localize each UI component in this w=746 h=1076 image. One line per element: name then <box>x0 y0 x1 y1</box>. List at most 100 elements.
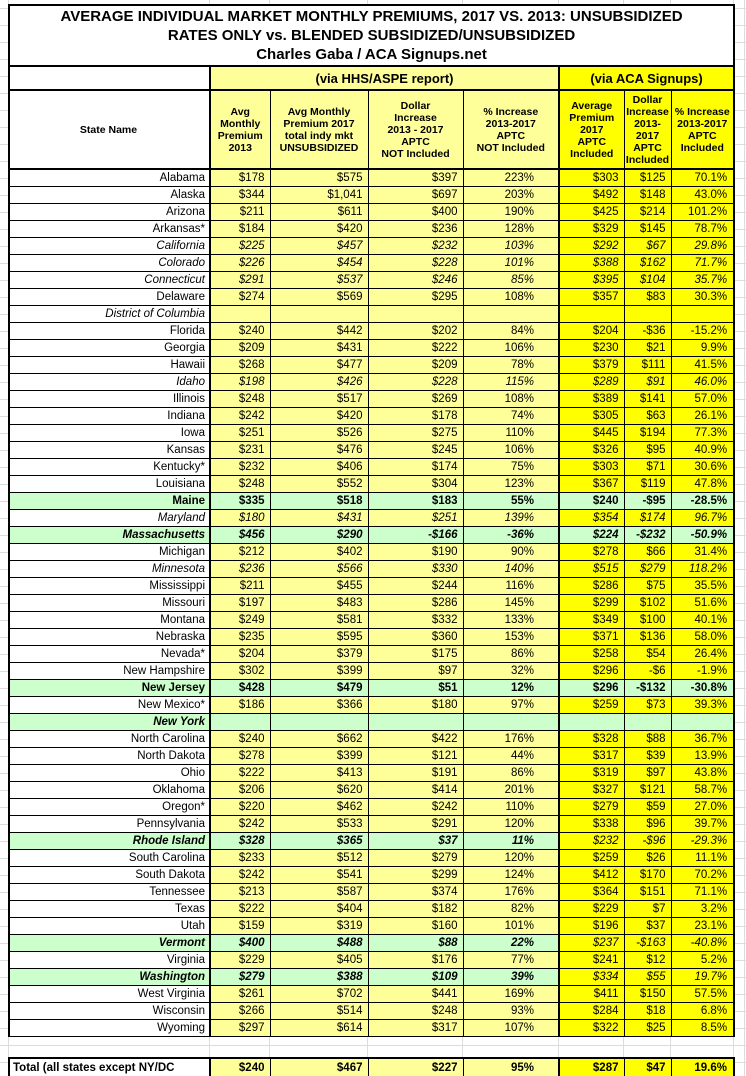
value-cell: $420 <box>269 220 369 238</box>
value-cell: 6.8% <box>670 1002 736 1020</box>
state-row: Arizona $211 $611 $400 190% $425 $214 101.2% <box>8 203 736 221</box>
value-cell: $454 <box>269 254 369 272</box>
value-cell: $431 <box>269 339 369 357</box>
value-cell <box>623 713 672 731</box>
value-cell: $389 <box>558 390 625 408</box>
value-cell: $620 <box>269 781 369 799</box>
value-cell: $242 <box>209 407 271 425</box>
total-value-cell: 95% <box>462 1057 560 1076</box>
value-cell: $286 <box>367 594 464 612</box>
value-cell: $241 <box>558 951 625 969</box>
value-cell: 90% <box>462 543 560 561</box>
value-cell: $319 <box>558 764 625 782</box>
value-cell: 26.1% <box>670 407 736 425</box>
value-cell: $292 <box>558 237 625 255</box>
value-cell: 43.0% <box>670 186 736 204</box>
value-cell <box>670 305 736 323</box>
value-cell: 32% <box>462 662 560 680</box>
state-name-cell: District of Columbia <box>8 305 211 323</box>
value-cell: 77% <box>462 951 560 969</box>
value-cell: $575 <box>269 168 369 187</box>
total-value-cell: $240 <box>209 1057 271 1076</box>
value-cell: $317 <box>367 1019 464 1037</box>
value-cell: 39.7% <box>670 815 736 833</box>
value-cell: $198 <box>209 373 271 391</box>
value-cell: 101% <box>462 254 560 272</box>
value-cell: $400 <box>367 203 464 221</box>
value-cell: $231 <box>209 441 271 459</box>
value-cell: $39 <box>623 747 672 765</box>
value-cell: 78.7% <box>670 220 736 238</box>
value-cell: $414 <box>367 781 464 799</box>
value-cell: $1,041 <box>269 186 369 204</box>
state-name-cell: Massachusetts <box>8 526 211 544</box>
value-cell: $145 <box>623 220 672 238</box>
value-cell: $518 <box>269 492 369 510</box>
value-cell: $405 <box>269 951 369 969</box>
value-cell: $402 <box>269 543 369 561</box>
value-cell: $136 <box>623 628 672 646</box>
value-cell: $151 <box>623 883 672 901</box>
state-name-cell: New Jersey <box>8 679 211 697</box>
value-cell: $374 <box>367 883 464 901</box>
value-cell: $63 <box>623 407 672 425</box>
value-cell: $319 <box>269 917 369 935</box>
value-cell: $303 <box>558 458 625 476</box>
value-cell: -$163 <box>623 934 672 952</box>
value-cell: $212 <box>209 543 271 561</box>
value-cell: $354 <box>558 509 625 527</box>
value-cell: $388 <box>269 968 369 986</box>
value-cell: $411 <box>558 985 625 1003</box>
value-cell: $420 <box>269 407 369 425</box>
state-name-cell: Idaho <box>8 373 211 391</box>
value-cell: 71.7% <box>670 254 736 272</box>
state-name-cell: Rhode Island <box>8 832 211 850</box>
state-name-cell: Maine <box>8 492 211 510</box>
value-cell: $305 <box>558 407 625 425</box>
state-row: Rhode Island $328 $365 $37 11% $232 -$96 -29.3% <box>8 832 736 850</box>
value-cell: $182 <box>367 900 464 918</box>
value-cell: $194 <box>623 424 672 442</box>
value-cell: $26 <box>623 849 672 867</box>
value-cell: $83 <box>623 288 672 306</box>
state-row: Arkansas* $184 $420 $236 128% $329 $145 78.7% <box>8 220 736 238</box>
value-cell: $102 <box>623 594 672 612</box>
value-cell: $12 <box>623 951 672 969</box>
value-cell: 30.6% <box>670 458 736 476</box>
value-cell: -1.9% <box>670 662 736 680</box>
state-name-cell: Ohio <box>8 764 211 782</box>
value-cell: 82% <box>462 900 560 918</box>
state-row: Oklahoma $206 $620 $414 201% $327 $121 58.7% <box>8 781 736 799</box>
group-header-row: (via HHS/ASPE report) (via ACA Signups) <box>8 65 736 91</box>
value-cell: $97 <box>623 764 672 782</box>
value-cell: $51 <box>367 679 464 697</box>
state-name-cell: North Dakota <box>8 747 211 765</box>
state-name-cell: Florida <box>8 322 211 340</box>
value-cell: $330 <box>367 560 464 578</box>
value-cell: 93% <box>462 1002 560 1020</box>
title-row: AVERAGE INDIVIDUAL MARKET MONTHLY PREMIU… <box>7 4 736 67</box>
value-cell: $125 <box>623 168 672 187</box>
value-cell: $329 <box>558 220 625 238</box>
group-header-blank <box>8 65 211 91</box>
value-cell: $326 <box>558 441 625 459</box>
value-cell <box>623 305 672 323</box>
value-cell: $183 <box>367 492 464 510</box>
value-cell: $296 <box>558 679 625 697</box>
value-cell: $25 <box>623 1019 672 1037</box>
value-cell: $54 <box>623 645 672 663</box>
state-row: North Carolina $240 $662 $422 176% $328 $88 36.… <box>8 730 736 748</box>
value-cell: 78% <box>462 356 560 374</box>
value-cell: $365 <box>269 832 369 850</box>
value-cell: $291 <box>209 271 271 289</box>
value-cell <box>367 305 464 323</box>
value-cell: $67 <box>623 237 672 255</box>
state-row: Delaware $274 $569 $295 108% $357 $83 30.3% <box>8 288 736 306</box>
value-cell: 26.4% <box>670 645 736 663</box>
value-cell: $406 <box>269 458 369 476</box>
total-value-cell: $467 <box>269 1057 369 1076</box>
value-cell <box>558 305 625 323</box>
value-cell: $595 <box>269 628 369 646</box>
value-cell: 35.5% <box>670 577 736 595</box>
state-name-cell: Vermont <box>8 934 211 952</box>
